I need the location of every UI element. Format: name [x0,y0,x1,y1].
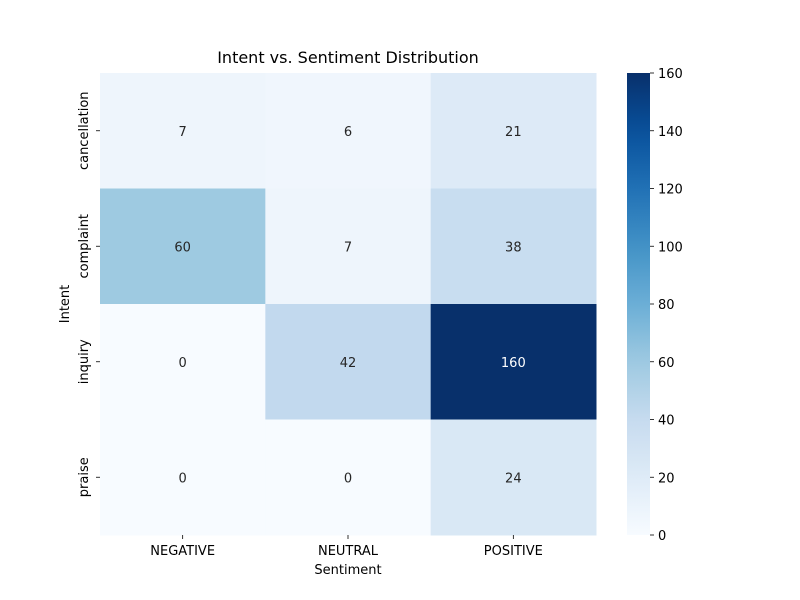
chart-title: Intent vs. Sentiment Distribution [217,48,479,67]
x-tick-label: NEUTRAL [318,544,379,559]
colorbar-tick-label: 20 [658,471,675,486]
heatmap-cell-value: 0 [179,356,187,371]
heatmap-cell [100,188,266,305]
x-axis-ticks: NEGATIVE NEUTRAL POSITIVE [150,535,543,559]
heatmap-cell-value: 38 [505,240,522,255]
heatmap-cell-value: 160 [501,356,526,371]
colorbar-tick-label: 120 [658,183,683,198]
heatmap-cell [100,73,266,189]
heatmap-cell [430,419,597,536]
heatmap-cell [265,304,432,420]
colorbar-tick-label: 160 [658,67,683,82]
x-axis-label: Sentiment [314,563,381,578]
y-tick-label: inquiry [77,339,92,384]
colorbar-tick-label: 40 [658,414,675,429]
heatmap-cell-value: 6 [344,125,352,140]
colorbar-tick-label: 100 [658,240,683,255]
heatmap-cell [100,419,266,536]
colorbar [627,73,650,535]
heatmap-cell-value: 24 [505,471,522,486]
x-tick-label: POSITIVE [484,544,543,559]
heatmap-cell [430,73,597,189]
heatmap-cell-value: 60 [174,240,191,255]
heatmap-cell-value: 7 [179,125,187,140]
heatmap-cell [265,73,432,189]
heatmap-cell [265,188,432,305]
y-axis-ticks: cancellation complaint inquiry praise [77,91,100,497]
colorbar-tick-label: 140 [658,125,683,140]
heatmap-cell [265,419,432,536]
colorbar-tick-label: 60 [658,356,675,371]
heatmap-cell-value: 21 [505,125,522,140]
heatmap-cell-value: 42 [340,356,357,371]
y-tick-label: complaint [77,214,92,279]
heatmap-cells [100,73,597,536]
heatmap-cell [430,304,597,420]
colorbar-ticks: 0 20 40 60 80 100 120 140 160 [650,67,683,544]
heatmap-cell [430,188,597,305]
heatmap-cell-value: 7 [344,240,352,255]
heatmap-cell [100,304,266,420]
y-axis-label: Intent [58,285,73,324]
colorbar-tick-label: 80 [658,298,675,313]
y-tick-label: cancellation [77,91,92,170]
heatmap-cell-value: 0 [344,471,352,486]
heatmap-cell-value: 0 [179,471,187,486]
colorbar-tick-label: 0 [658,529,666,544]
heatmap-cell-values: 7 6 21 60 7 38 0 42 160 0 0 24 [174,125,525,487]
y-tick-label: praise [77,457,92,497]
x-tick-label: NEGATIVE [150,544,215,559]
